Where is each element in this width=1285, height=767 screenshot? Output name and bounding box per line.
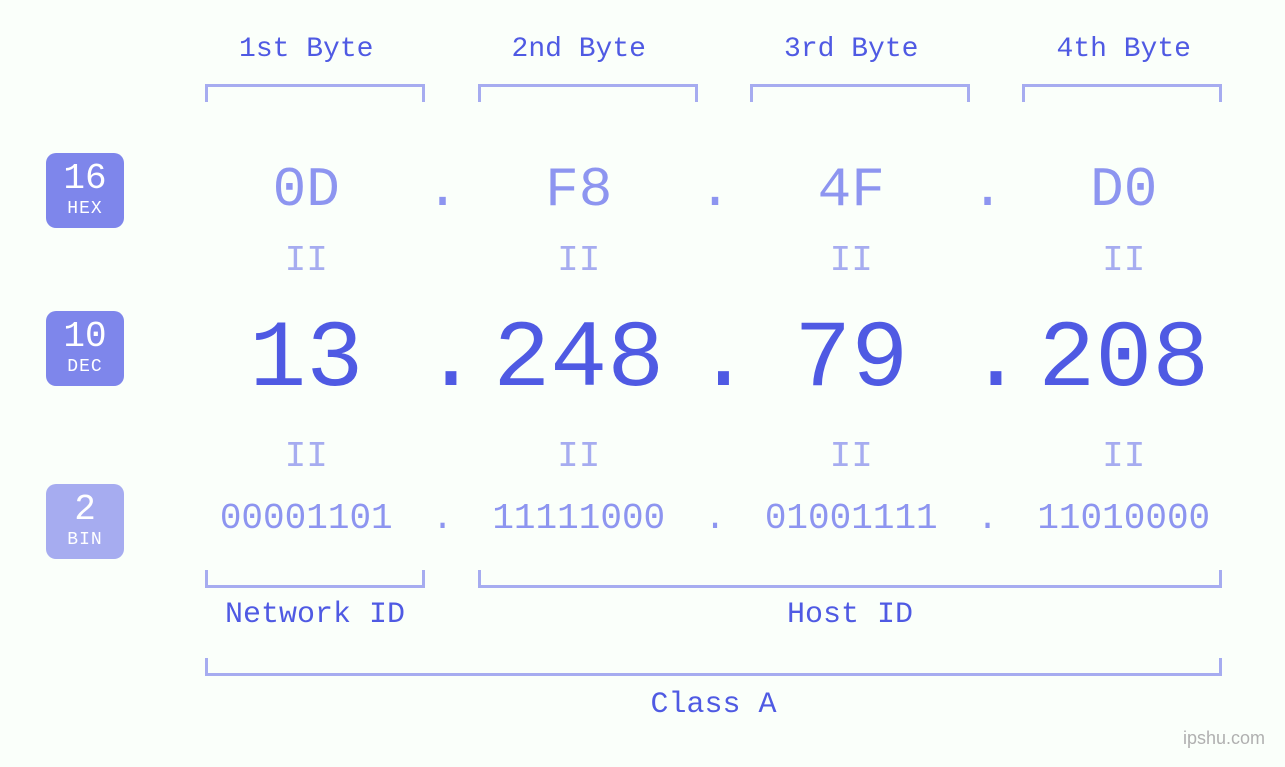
badge-bin-label: BIN [67, 531, 102, 549]
byte-header-1: 1st Byte [190, 34, 423, 65]
dec-row: 13 . 248 . 79 . 208 [190, 306, 1240, 414]
hex-byte-4: D0 [1008, 158, 1241, 222]
hex-row: 0D . F8 . 4F . D0 [190, 158, 1240, 222]
dot-separator: . [695, 306, 735, 414]
equals-row-1: II II II II [190, 240, 1240, 281]
dec-byte-2: 248 [463, 306, 696, 414]
ip-breakdown-diagram: 16 HEX 10 DEC 2 BIN 1st Byte 2nd Byte 3r… [0, 0, 1285, 767]
byte-header-2: 2nd Byte [463, 34, 696, 65]
hex-byte-3: 4F [735, 158, 968, 222]
dec-byte-1: 13 [190, 306, 423, 414]
byte-headers-row: 1st Byte 2nd Byte 3rd Byte 4th Byte [190, 34, 1240, 65]
bracket-network-id [205, 570, 425, 588]
badge-bin: 2 BIN [46, 484, 124, 559]
bracket-byte-3 [750, 84, 970, 102]
badge-hex: 16 HEX [46, 153, 124, 228]
dot-separator: . [423, 158, 463, 222]
bracket-byte-4 [1022, 84, 1222, 102]
dot-separator: . [423, 306, 463, 414]
bin-row: 00001101 . 11111000 . 01001111 . 1101000… [190, 498, 1240, 539]
label-host-id: Host ID [478, 598, 1222, 632]
watermark: ipshu.com [1183, 728, 1265, 749]
label-class: Class A [205, 688, 1222, 722]
bin-byte-1: 00001101 [190, 498, 423, 539]
equals-row-2: II II II II [190, 436, 1240, 477]
bracket-host-id [478, 570, 1222, 588]
dot-separator: . [695, 158, 735, 222]
equals-symbol: II [735, 436, 968, 477]
dot-separator: . [968, 158, 1008, 222]
badge-bin-base: 2 [74, 492, 96, 528]
equals-symbol: II [463, 240, 696, 281]
badge-dec-label: DEC [67, 358, 102, 376]
dot-separator: . [695, 498, 735, 539]
bracket-byte-1 [205, 84, 425, 102]
equals-symbol: II [1008, 240, 1241, 281]
bracket-byte-2 [478, 84, 698, 102]
badge-dec-base: 10 [63, 319, 106, 355]
dot-separator: . [423, 498, 463, 539]
bracket-class [205, 658, 1222, 676]
dot-separator: . [968, 498, 1008, 539]
byte-header-4: 4th Byte [1008, 34, 1241, 65]
equals-symbol: II [463, 436, 696, 477]
bin-byte-2: 11111000 [463, 498, 696, 539]
bin-byte-4: 11010000 [1008, 498, 1241, 539]
bin-byte-3: 01001111 [735, 498, 968, 539]
label-network-id: Network ID [205, 598, 425, 632]
dot-separator: . [968, 306, 1008, 414]
dec-byte-3: 79 [735, 306, 968, 414]
badge-hex-label: HEX [67, 200, 102, 218]
badge-hex-base: 16 [63, 161, 106, 197]
hex-byte-1: 0D [190, 158, 423, 222]
equals-symbol: II [1008, 436, 1241, 477]
equals-symbol: II [190, 240, 423, 281]
dec-byte-4: 208 [1008, 306, 1241, 414]
equals-symbol: II [735, 240, 968, 281]
byte-header-3: 3rd Byte [735, 34, 968, 65]
equals-symbol: II [190, 436, 423, 477]
badge-dec: 10 DEC [46, 311, 124, 386]
hex-byte-2: F8 [463, 158, 696, 222]
